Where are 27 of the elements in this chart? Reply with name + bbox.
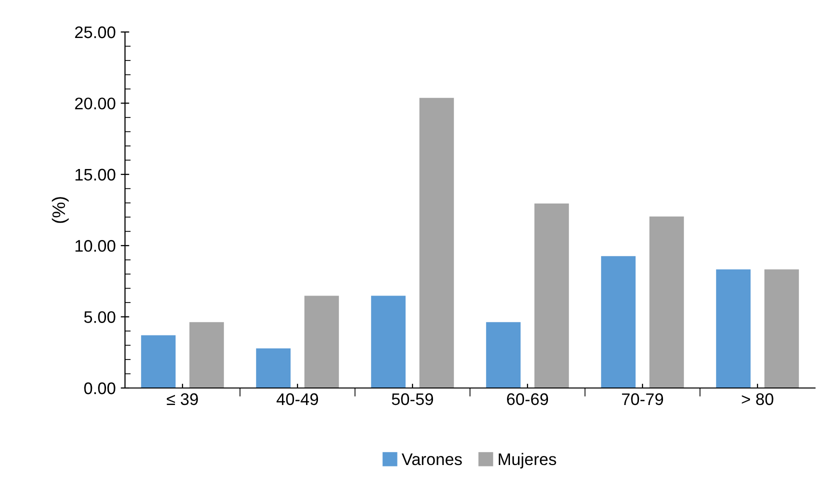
x-tick-label: 60-69 (507, 393, 548, 406)
bar (764, 269, 799, 388)
bar (419, 98, 454, 388)
x-tick-label: > 80 (742, 393, 774, 406)
y-tick-label: 25.00 (75, 26, 116, 38)
legend-label: Varones (402, 454, 462, 466)
y-tick-label: 0.00 (84, 382, 116, 394)
x-tick-label: 70-79 (622, 393, 664, 406)
legend-label: Mujeres (498, 452, 556, 468)
y-tick-label: 20.00 (75, 98, 116, 110)
bar (371, 296, 406, 388)
bar (601, 256, 636, 388)
y-tick-label: 15.00 (76, 168, 116, 181)
bar (534, 203, 569, 388)
x-tick-label: 50-59 (392, 393, 434, 406)
y-axis-title: (%) (52, 197, 69, 223)
bar (716, 269, 751, 388)
y-tick-label: 5.00 (84, 311, 116, 324)
y-tick-label: 10.00 (76, 240, 116, 252)
bar (189, 322, 224, 388)
x-tick-label: 40-49 (276, 393, 318, 406)
bar (304, 296, 339, 388)
bar (141, 335, 176, 388)
bar (256, 348, 291, 388)
bar (649, 216, 684, 388)
x-tick-label: ≤ 39 (166, 393, 198, 406)
bar (486, 322, 521, 388)
